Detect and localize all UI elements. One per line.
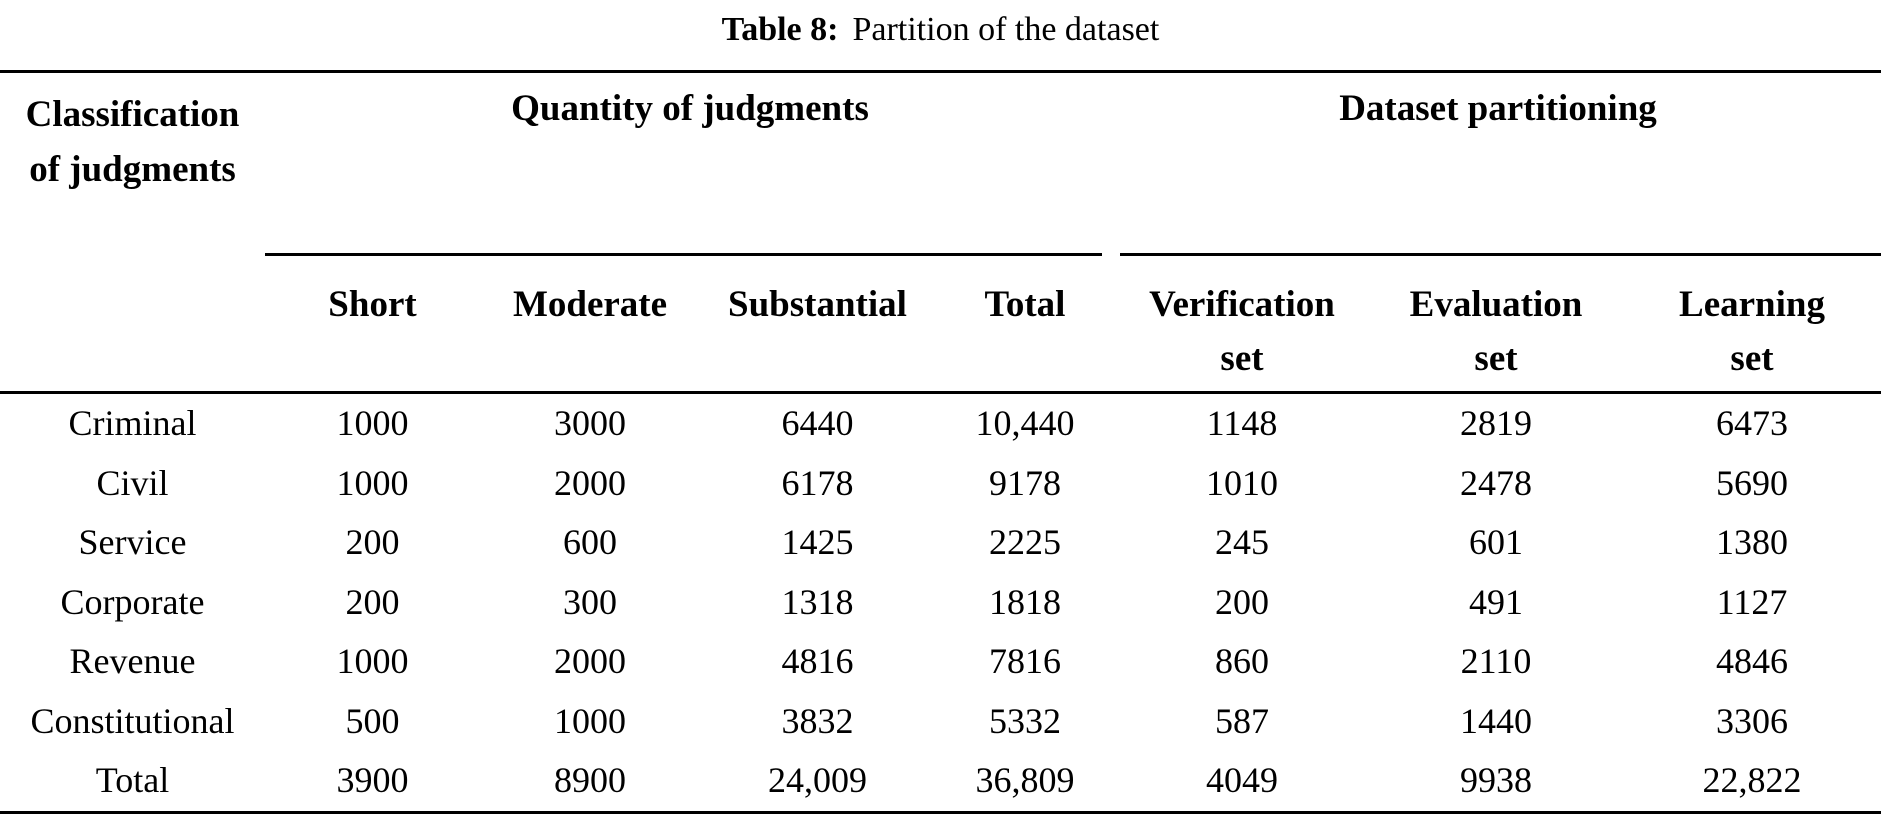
cell: 4846 <box>1716 641 1788 681</box>
row-label: Criminal <box>68 403 197 443</box>
row-label: Revenue <box>69 641 196 681</box>
column-header-short: Short <box>328 284 417 325</box>
cell: 3306 <box>1716 700 1788 741</box>
mid-rule <box>0 391 1881 394</box>
table-caption: Table 8: Partition of the dataset <box>0 0 1881 70</box>
cell: 245 <box>1215 522 1269 562</box>
cell: 7816 <box>989 641 1061 681</box>
top-rule <box>0 70 1881 73</box>
cell: 3900 <box>336 760 409 800</box>
cell: 1000 <box>336 403 409 443</box>
cell: 2478 <box>1460 462 1532 503</box>
column-header-learning-set: Learning set <box>1623 256 1881 391</box>
cell: 9938 <box>1460 760 1532 800</box>
bottom-rule <box>0 810 1881 814</box>
cell: 500 <box>345 700 400 741</box>
data-table: Classification of judgments Quantity of … <box>0 70 1881 814</box>
cell: 2110 <box>1460 641 1532 681</box>
cell: 491 <box>1469 581 1523 622</box>
cell: 3832 <box>781 700 854 741</box>
cell: 2000 <box>554 462 626 503</box>
cell: 5690 <box>1716 462 1788 503</box>
group-header-quantity: Quantity of judgments <box>511 88 869 129</box>
cell: 200 <box>345 581 400 622</box>
column-header-total: Total <box>984 284 1066 325</box>
cell: 9178 <box>989 462 1061 503</box>
cell: 1000 <box>554 700 626 741</box>
cell: 600 <box>563 522 617 562</box>
column-header-verification-set-label: Verification set <box>1149 284 1335 379</box>
cell: 1440 <box>1460 700 1532 741</box>
cell: 1000 <box>336 462 409 503</box>
cell: 6473 <box>1716 403 1788 443</box>
cell: 36,809 <box>975 760 1075 800</box>
group-rule-partitioning <box>1120 253 1881 256</box>
cell: 2000 <box>554 641 626 681</box>
cell: 6440 <box>781 403 854 443</box>
cell: 300 <box>563 581 617 622</box>
table-caption-text: Partition of the dataset <box>852 11 1160 48</box>
row-label: Constitutional <box>30 700 235 741</box>
column-header-substantial: Substantial <box>728 284 907 325</box>
corner-header: Classification of judgments <box>0 73 265 253</box>
table-number-label: Table 8: <box>721 11 839 48</box>
cell: 1127 <box>1716 581 1788 622</box>
column-header-verification-set: Verification set <box>1115 256 1369 391</box>
cell: 1318 <box>781 581 854 622</box>
row-label: Total <box>95 760 170 800</box>
column-header-evaluation-set: Evaluation set <box>1369 256 1623 391</box>
group-header-partitioning: Dataset partitioning <box>1339 88 1657 129</box>
cell: 1380 <box>1716 522 1788 562</box>
cell: 8900 <box>554 760 626 800</box>
row-label: Corporate <box>60 581 205 622</box>
cell: 3000 <box>554 403 626 443</box>
cell: 200 <box>1215 581 1269 622</box>
column-header-evaluation-set-label: Evaluation set <box>1409 284 1583 379</box>
cell: 4049 <box>1206 760 1278 800</box>
cell: 200 <box>345 522 400 562</box>
cell: 2225 <box>989 522 1061 562</box>
cell: 1000 <box>336 641 409 681</box>
cell: 2819 <box>1460 403 1532 443</box>
column-header-moderate: Moderate <box>512 284 668 325</box>
cell: 22,822 <box>1702 760 1802 800</box>
column-header-learning-set-label: Learning set <box>1679 284 1825 379</box>
group-rule-quantity <box>265 253 1102 256</box>
empty-header-cell <box>0 256 265 391</box>
cell: 1425 <box>781 522 854 562</box>
corner-header-label: Classification of judgments <box>25 94 240 190</box>
cell: 4816 <box>781 641 854 681</box>
row-label: Service <box>78 522 187 562</box>
cell: 601 <box>1469 522 1523 562</box>
cell: 5332 <box>989 700 1061 741</box>
cell: 1010 <box>1206 462 1278 503</box>
cell: 860 <box>1215 641 1269 681</box>
cell: 587 <box>1215 700 1269 741</box>
row-label: Civil <box>96 462 169 503</box>
cell: 1148 <box>1206 403 1278 443</box>
cell: 10,440 <box>975 403 1075 443</box>
cell: 1818 <box>989 581 1061 622</box>
cell: 6178 <box>781 462 854 503</box>
cell: 24,009 <box>768 760 867 800</box>
